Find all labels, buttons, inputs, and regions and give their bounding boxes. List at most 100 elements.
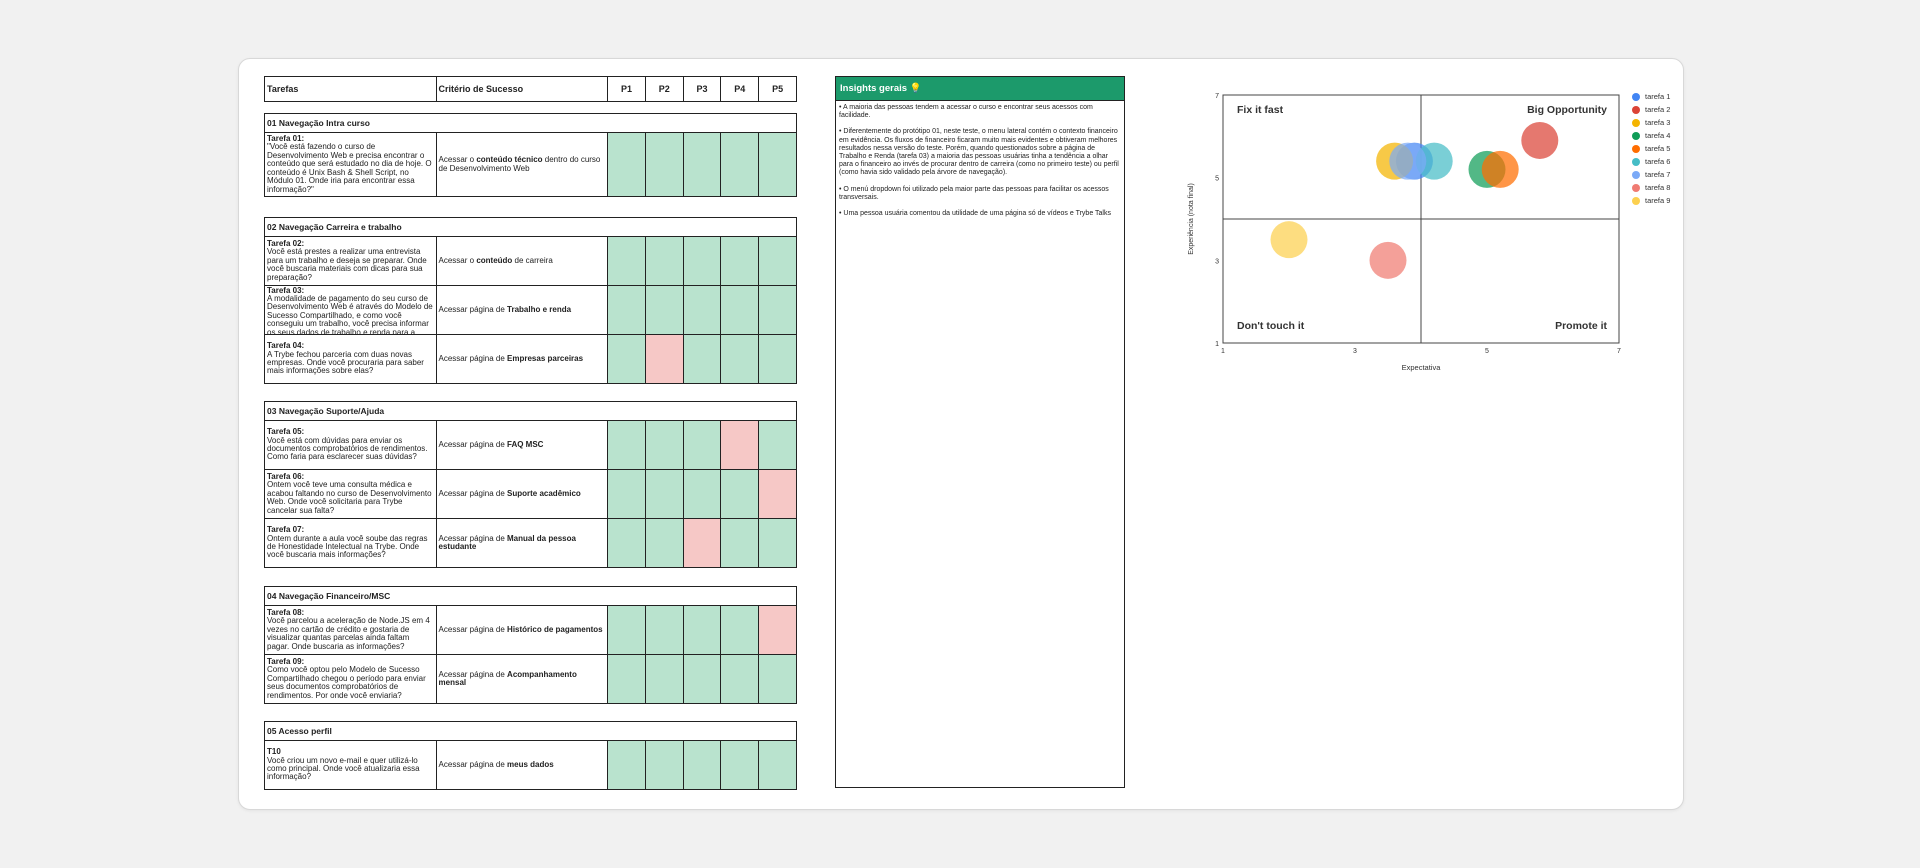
legend-item: tarefa 5 [1632, 142, 1670, 155]
criterion-text: Acessar página de [438, 439, 508, 449]
table-row: Tarefa 08: Você parcelou a aceleração de … [264, 605, 797, 655]
criterion-target: FAQ MSC [507, 439, 544, 449]
result-cell-p4 [720, 236, 760, 286]
column-header: Critério de Sucesso [435, 76, 609, 102]
result-cell-p1 [607, 605, 646, 655]
legend-label: tarefa 3 [1645, 118, 1671, 127]
legend-marker [1632, 170, 1640, 179]
task-title: Tarefa 03: [267, 286, 305, 295]
task-text: Você está com dúvidas para enviar os doc… [267, 435, 428, 462]
task-cell: Tarefa 05: Você está com dúvidas para env… [264, 420, 437, 470]
section-title: 04 Navegação Financeiro/MSC [264, 586, 797, 606]
result-cell-p4 [720, 518, 760, 568]
result-cell-p4 [720, 285, 760, 335]
task-cell: Tarefa 03: A modalidade de pagamento do s… [264, 285, 437, 335]
success-criterion: Acessar página de Histórico de pagamento… [435, 605, 609, 655]
legend-item: tarefa 7 [1632, 168, 1670, 181]
task-table-1: 01 Navegação Intra curso Tarefa 01: "Você … [264, 113, 797, 197]
task-text: A modalidade de pagamento do seu curso d… [267, 293, 433, 334]
section-title: 05 Acesso perfil [264, 721, 797, 741]
insights-title: Insights gerais 💡 [836, 77, 1124, 101]
criterion-text: Acessar página de [438, 488, 508, 498]
criterion-text: Acessar o [438, 155, 477, 165]
result-cell-p5 [758, 605, 797, 655]
task-table-2: 02 Navegação Carreira e trabalho Tarefa 0… [264, 217, 797, 384]
criterion-target: Suporte acadêmico [507, 488, 581, 498]
task-text: Ontem você teve uma consulta médica e ac… [267, 480, 432, 515]
success-criterion: Acessar o conteúdo de carreira [435, 236, 609, 286]
legend-item: tarefa 1 [1632, 90, 1670, 103]
table-row: Tarefa 05: Você está com dúvidas para env… [264, 420, 797, 470]
criterion-target: conteúdo [476, 255, 513, 265]
legend-label: tarefa 9 [1645, 196, 1671, 205]
task-text: Você criou um novo e-mail e quer utilizá… [267, 755, 420, 782]
result-cell-p2 [644, 285, 684, 335]
criterion-target: Manual da pessoa estudante [438, 533, 576, 551]
criterion-text: Acessar página de [438, 669, 508, 679]
result-cell-p3 [682, 420, 722, 470]
result-cell-p3 [682, 334, 722, 384]
task-cell: Tarefa 08: Você parcelou a aceleração de … [264, 605, 437, 655]
legend-marker [1632, 118, 1640, 127]
table-row: Tarefa 07: Ontem durante a aula você soub… [264, 518, 797, 568]
result-cell-p1 [607, 334, 646, 384]
success-criterion: Acessar o conteúdo técnico dentro do cur… [435, 132, 609, 197]
result-cell-p1 [607, 518, 646, 568]
legend-label: tarefa 6 [1645, 157, 1671, 166]
result-cell-p3 [682, 740, 722, 790]
criterion-target: Histórico de pagamentos [507, 624, 603, 634]
table-row: T10 Você criou um novo e-mail e quer util… [264, 740, 797, 790]
result-cell-p3 [682, 236, 722, 286]
success-criterion: Acessar página de meus dados [435, 740, 609, 790]
table-row: Tarefa 03: A modalidade de pagamento do s… [264, 285, 797, 335]
result-cell-p5 [758, 236, 797, 286]
success-criterion: Acessar página de Trabalho e renda [435, 285, 609, 335]
table-row: Tarefa 09: Como você optou pelo Modelo de… [264, 654, 797, 704]
legend-item: tarefa 3 [1632, 116, 1670, 129]
success-criterion: Acessar página de Empresas parceiras [435, 334, 609, 384]
column-header: P3 [682, 76, 722, 102]
result-cell-p2 [644, 740, 684, 790]
task-text: Você parcelou a aceleração de Node.JS em… [267, 616, 430, 651]
success-criterion: Acessar página de Acompanhamento mensal [435, 654, 609, 704]
task-table-5: 05 Acesso perfil T10 Você criou um novo e-… [264, 721, 797, 790]
criterion-text-end: de carreira [512, 255, 553, 265]
criterion-target: Trabalho e renda [507, 304, 572, 314]
legend-marker [1632, 144, 1640, 153]
result-cell-p4 [720, 420, 760, 470]
result-cell-p1 [607, 236, 646, 286]
task-cell: Tarefa 04: A Trybe fechou parceria com du… [264, 334, 437, 384]
result-cell-p3 [682, 654, 722, 704]
legend-label: tarefa 8 [1645, 183, 1671, 192]
table-row: Tarefa 04: A Trybe fechou parceria com du… [264, 334, 797, 384]
insight-item: • Uma pessoa usuária comentou da utilida… [839, 210, 1111, 218]
section-title: 03 Navegação Suporte/Ajuda [264, 401, 797, 421]
result-cell-p5 [758, 740, 797, 790]
task-cell: Tarefa 01: "Você está fazendo o curso de … [264, 132, 437, 197]
result-cell-p1 [607, 740, 646, 790]
legend-item: tarefa 6 [1632, 155, 1670, 168]
legend-label: tarefa 7 [1645, 170, 1671, 179]
result-cell-p5 [758, 334, 797, 384]
task-text: "Você está fazendo o curso de Desenvolvi… [267, 142, 432, 194]
task-text: Ontem durante a aula você soube das regr… [267, 533, 428, 560]
criterion-target: conteúdo técnico [476, 155, 543, 165]
result-cell-p5 [758, 132, 797, 197]
criterion-text: Acessar página de [438, 353, 508, 363]
result-cell-p2 [644, 518, 684, 568]
table-row: Tarefa 02: Você está prestes a realizar u… [264, 236, 797, 286]
legend-item: tarefa 4 [1632, 129, 1670, 142]
task-text: Você está prestes a realizar uma entrevi… [267, 247, 427, 282]
result-cell-p5 [758, 518, 797, 568]
result-cell-p4 [720, 132, 760, 197]
legend-marker [1632, 92, 1640, 101]
result-cell-p3 [682, 518, 722, 568]
result-cell-p1 [607, 420, 646, 470]
result-cell-p3 [682, 605, 722, 655]
result-cell-p1 [607, 132, 646, 197]
task-table-3: 03 Navegação Suporte/Ajuda Tarefa 05: Você… [264, 401, 797, 568]
result-cell-p2 [644, 654, 684, 704]
insights-body: • A maioria das pessoas tendem a acessar… [836, 101, 1124, 229]
result-cell-p5 [758, 469, 797, 519]
result-cell-p4 [720, 740, 760, 790]
